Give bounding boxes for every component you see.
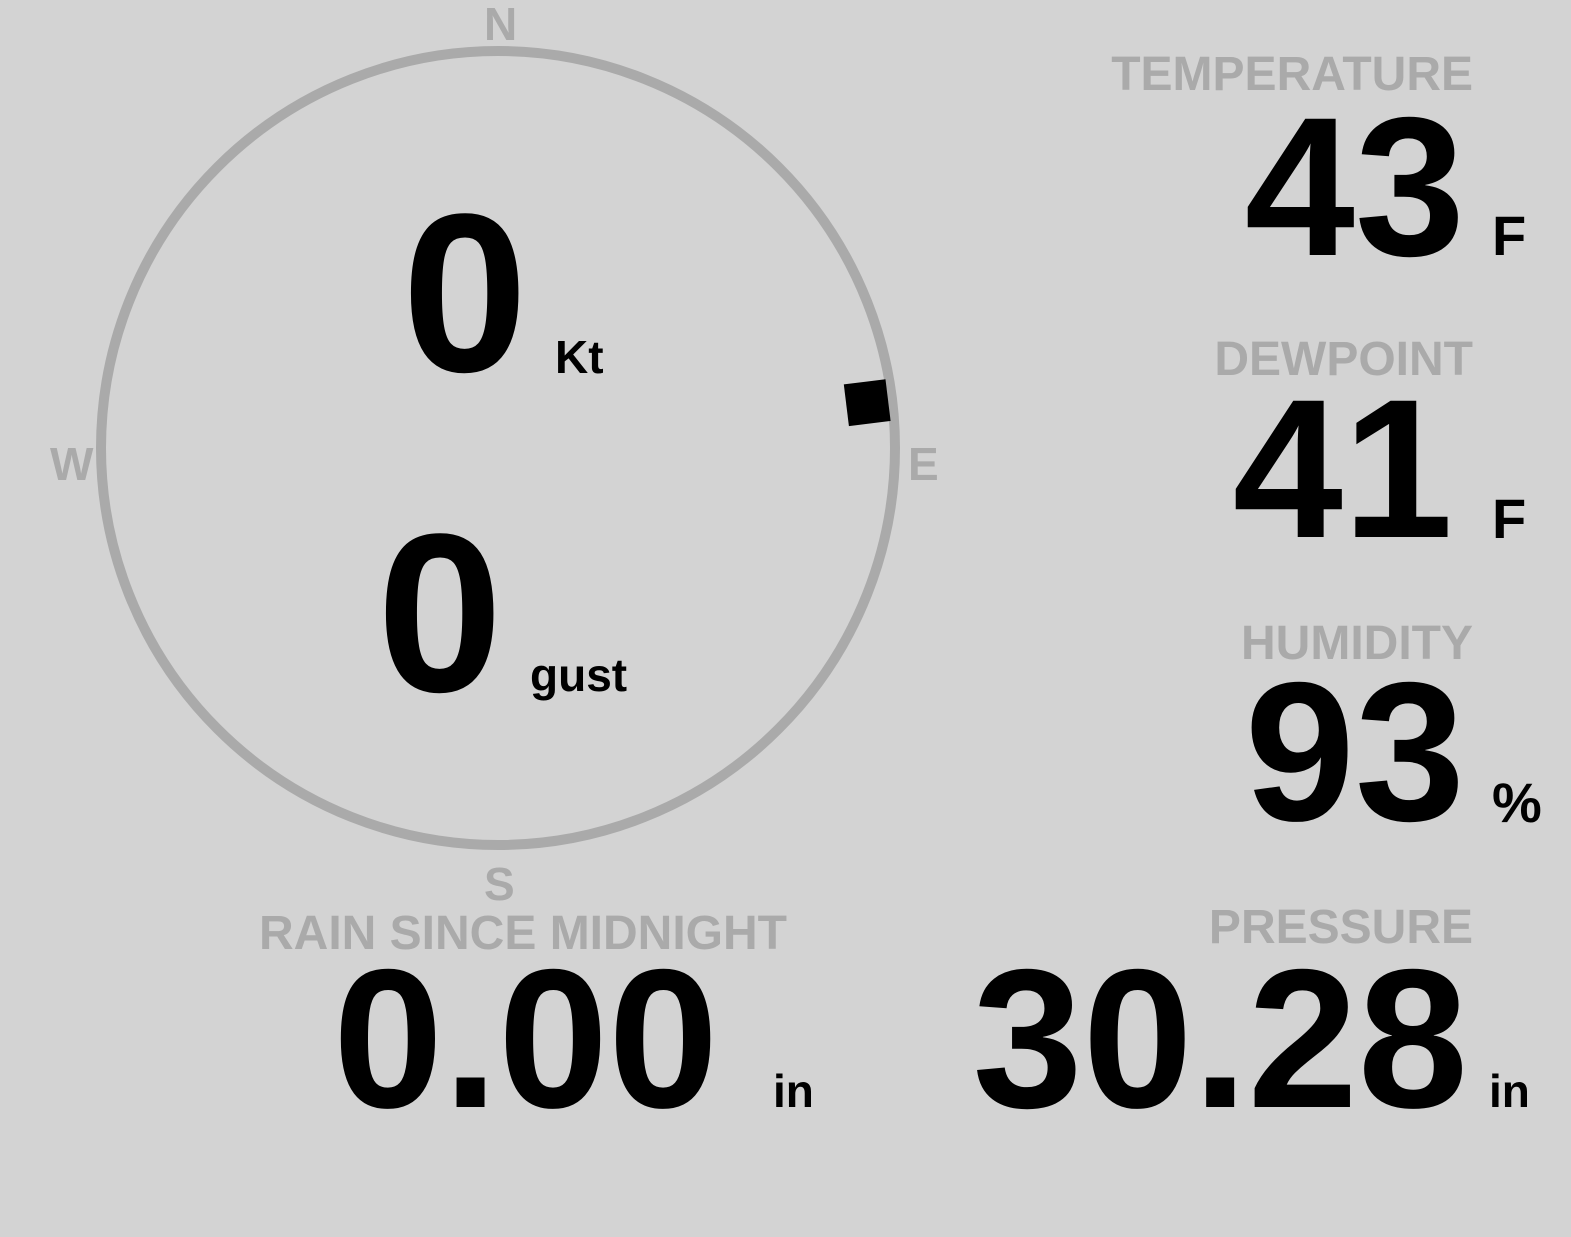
temperature-unit: F	[1492, 204, 1527, 267]
wind-gust-value: 0	[377, 486, 503, 739]
compass-west: W	[50, 438, 94, 490]
dewpoint-value: 41	[1232, 358, 1453, 579]
pressure-value: 30.28	[972, 928, 1468, 1149]
pressure-unit: in	[1489, 1065, 1530, 1117]
rain-label: RAIN SINCE MIDNIGHT	[259, 907, 787, 960]
compass-ring	[96, 46, 900, 850]
wind-gust-label: gust	[530, 649, 628, 701]
compass-south: S	[484, 858, 515, 910]
humidity-unit: %	[1492, 771, 1542, 834]
compass-east: E	[908, 438, 939, 490]
wind-direction-marker	[843, 379, 891, 427]
rain-unit: in	[773, 1065, 814, 1117]
wind-speed-unit: Kt	[555, 331, 604, 383]
dewpoint-unit: F	[1492, 487, 1527, 550]
rain-value: 0.00	[333, 928, 719, 1149]
wind-speed-value: 0	[402, 166, 528, 419]
pressure-label: PRESSURE	[1208, 901, 1473, 954]
humidity-value: 93	[1244, 641, 1465, 862]
dewpoint-label: DEWPOINT	[1214, 333, 1473, 386]
humidity-label: HUMIDITY	[1241, 617, 1473, 670]
temperature-label: TEMPERATURE	[1111, 48, 1473, 101]
temperature-value: 43	[1244, 76, 1465, 297]
compass-north: N	[484, 0, 518, 50]
